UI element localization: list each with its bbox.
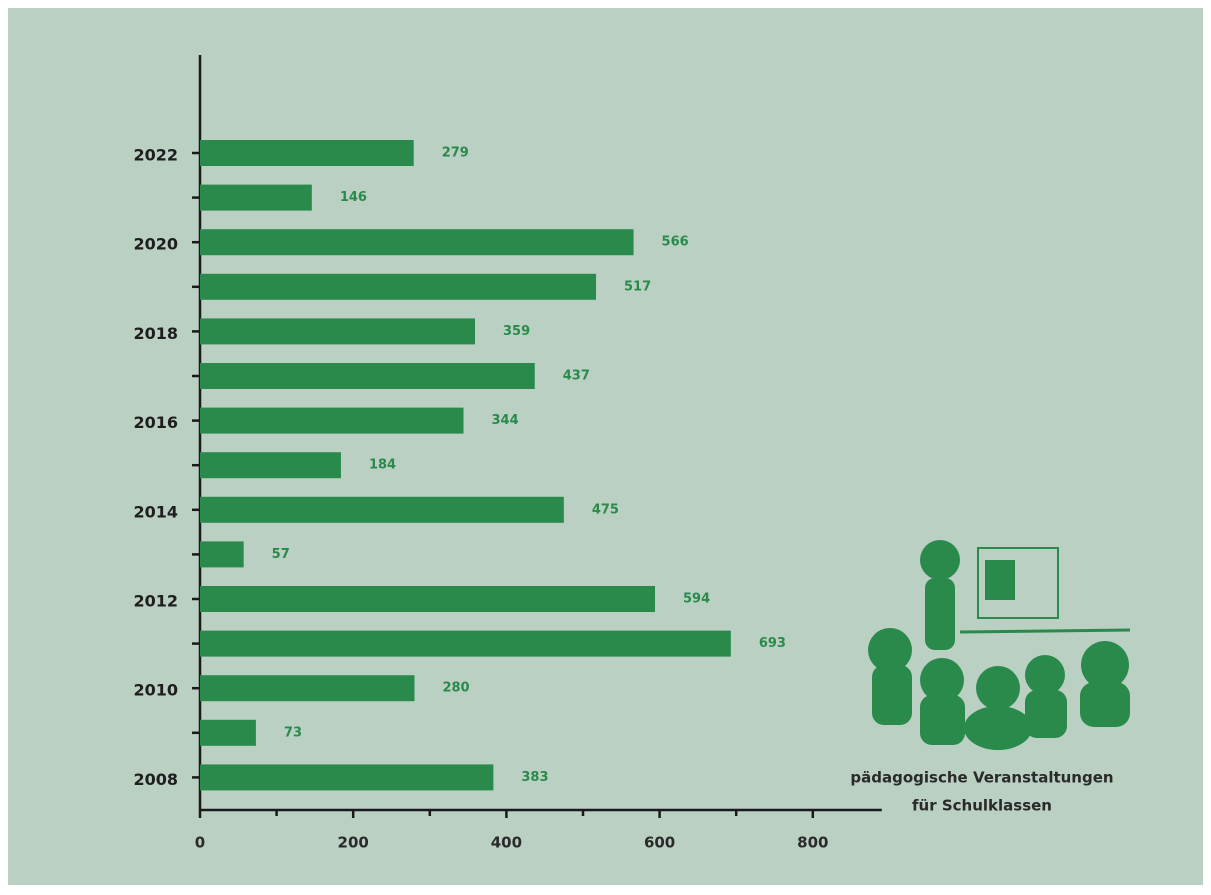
y-tick-label: 2020 xyxy=(133,235,178,254)
bar xyxy=(200,586,656,612)
annotation: für Schulklassen xyxy=(912,797,1052,815)
y-tick-label: 2008 xyxy=(133,770,178,789)
bar xyxy=(200,630,731,657)
bar xyxy=(200,318,475,345)
value-label: 73 xyxy=(284,725,302,740)
y-tick-label: 2010 xyxy=(133,681,178,700)
x-tick-label: 0 xyxy=(195,834,205,852)
x-tick-label: 200 xyxy=(338,834,369,852)
x-tick-label: 800 xyxy=(797,834,828,852)
bar xyxy=(200,496,564,523)
bar xyxy=(200,719,256,746)
value-label: 184 xyxy=(369,458,396,473)
y-tick-label: 2018 xyxy=(133,324,178,343)
value-label: 475 xyxy=(592,502,619,517)
bar xyxy=(200,541,244,568)
annotation: pädagogische Veranstaltungen xyxy=(850,769,1113,787)
bar xyxy=(200,184,312,211)
value-label: 344 xyxy=(492,413,519,428)
bar xyxy=(200,229,634,256)
y-tick-label: 2014 xyxy=(133,502,178,521)
value-label: 146 xyxy=(340,190,367,205)
value-label: 279 xyxy=(442,146,469,161)
y-tick-label: 2012 xyxy=(133,592,178,611)
x-tick-label: 400 xyxy=(491,834,522,852)
x-tick-label: 600 xyxy=(644,834,675,852)
value-label: 57 xyxy=(272,547,290,562)
value-label: 517 xyxy=(624,279,651,294)
bar xyxy=(200,764,494,791)
bar xyxy=(200,273,597,300)
bar xyxy=(200,407,464,434)
y-tick-label: 2016 xyxy=(133,413,178,432)
background xyxy=(8,8,1203,885)
value-label: 383 xyxy=(521,770,548,785)
y-tick-label: 2022 xyxy=(133,146,178,165)
value-label: 566 xyxy=(662,235,689,250)
value-label: 437 xyxy=(563,369,590,384)
illustration xyxy=(868,540,1131,750)
value-label: 594 xyxy=(683,592,710,607)
value-label: 280 xyxy=(442,681,469,696)
bar xyxy=(200,140,414,166)
value-label: 359 xyxy=(503,324,530,339)
value-label: 693 xyxy=(759,636,786,651)
bar xyxy=(200,363,535,389)
bar xyxy=(200,452,341,479)
bar xyxy=(200,675,415,702)
